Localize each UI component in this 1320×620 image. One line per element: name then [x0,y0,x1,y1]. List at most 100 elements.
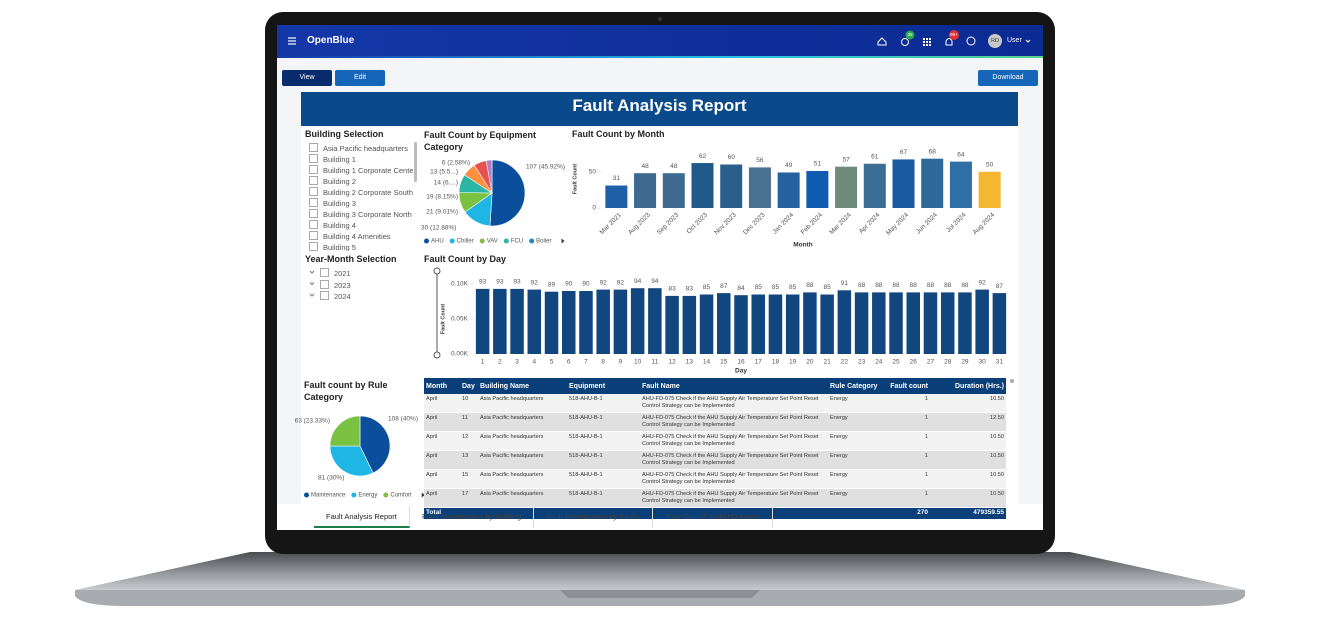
bar-value-label: 93 [479,279,487,286]
x-tick-label: 20 [806,359,814,366]
equipment-pie-title: Fault Count by Equipment Category [424,130,536,152]
table-cell: 1 [884,469,930,489]
scrollbar[interactable] [414,142,417,182]
building-option[interactable]: Building 2 [309,176,356,186]
x-tick-label: 30 [979,359,987,366]
download-button[interactable]: Download [978,70,1038,86]
building-option[interactable]: Building 4 [309,220,356,230]
x-tick-label: 16 [737,359,745,366]
avatar[interactable] [988,34,1002,48]
expand-caret[interactable] [309,282,315,286]
x-axis-label: Day [735,368,747,375]
year-option[interactable]: 2021 [320,268,351,278]
building-option[interactable]: Building 2 Corporate South [309,187,413,197]
bar [630,288,645,354]
bar-value-label: 51 [814,161,822,168]
month-chart-title: Fault Count by Month [572,129,665,139]
report-tab[interactable]: Fault Monetization by Faults [534,506,653,528]
table-cell: 518-AHU-B-1 [567,469,640,489]
table-cell: AHU-FD-075 Check if the AHU Supply Air T… [640,469,828,489]
bell-icon[interactable] [945,38,953,46]
bar-value-label: 90 [565,281,573,288]
menu-icon[interactable] [288,37,296,45]
building-option[interactable]: Building 1 Corporate Center [309,165,413,175]
view-button[interactable]: View [282,70,332,86]
bar-value-label: 88 [892,282,900,289]
building-option[interactable]: Building 5 [309,242,356,251]
report-tab[interactable]: Fault Analysis Report [314,506,410,528]
bar-value-label: 88 [927,282,935,289]
user-name[interactable]: User [1007,37,1022,44]
report-tab[interactable]: Total Count/Distinct/Duration [653,506,774,528]
year-option[interactable]: 2023 [320,280,351,290]
building-list: Asia Pacific headquarters Building 1 Build… [0,0,413,251]
x-tick-label: 31 [996,359,1004,366]
expand-caret[interactable] [309,270,315,274]
bar [854,292,869,354]
slider-handle[interactable] [433,267,441,275]
table-cell: Energy [828,412,884,432]
table-row: April 17 Asia Pacific headquarters 518-AHU-… [424,488,1006,508]
expand-caret[interactable] [309,293,315,297]
apps-icon[interactable] [923,38,931,46]
table-cell: 518-AHU-B-1 [567,394,640,413]
building-option[interactable]: Building 3 Corporate North [309,209,412,219]
legend-arrow[interactable] [561,238,565,244]
table-cell: 10.50 [930,394,1006,413]
legend-marker [304,492,309,498]
bar [978,171,1001,208]
edit-button[interactable]: Edit [335,70,385,86]
x-tick-label: 13 [686,359,694,366]
x-tick-label: 27 [927,359,935,366]
y-axis-label: Fault Count [440,304,446,335]
laptop-deck [75,552,1245,590]
x-tick-label: 1 [481,359,485,366]
x-tick-label: 6 [567,359,571,366]
bar [820,294,834,354]
y-tick-label: 50 [589,168,597,175]
table-cell: April [424,469,460,489]
year-option[interactable]: 2024 [320,291,351,301]
legend-label: Energy [358,493,377,499]
year-month-title: Year-Month Selection [305,254,397,264]
table-cell: Asia Pacific headquarters [478,431,567,451]
x-tick-label: 15 [720,359,728,366]
slice-label: 30 (12.88%) [421,225,456,232]
building-option[interactable]: Building 4 Amenities [309,231,391,241]
building-option[interactable]: Building 3 [309,198,356,208]
report-tab[interactable]: Fault Monetization by building [410,506,535,528]
building-option[interactable]: Building 1 [309,154,356,164]
bar-value-label: 85 [703,284,711,291]
bar [662,173,685,208]
home-icon[interactable] [877,37,887,46]
slice-label: 81 (30%) [318,475,344,482]
slider-handle[interactable] [433,351,441,359]
bar-value-label: 91 [841,280,849,287]
help-icon[interactable] [966,36,976,46]
table-cell: AHU-FD-075 Check if the AHU Supply Air T… [640,394,828,413]
bar [527,289,542,354]
bar [785,294,800,354]
legend-arrow[interactable] [421,492,425,498]
table-cell: 518-AHU-B-1 [567,431,640,451]
alerts-icon[interactable] [901,38,909,46]
bar [889,292,903,354]
pie-slice [359,415,391,474]
table-cell: 518-AHU-B-1 [567,412,640,432]
x-tick-label: 5 [550,359,554,366]
bar [837,290,852,354]
table-cell [478,507,567,520]
bar-value-label: 85 [824,284,832,291]
legend-label: AHU [431,239,444,245]
user-caret[interactable] [1025,39,1031,43]
slice-label: 63 (23.33%) [295,418,330,425]
bar [975,289,989,354]
table-cell: Asia Pacific headquarters [478,469,567,489]
building-option[interactable]: Asia Pacific headquarters [309,143,408,153]
slice-label: 107 (45.92%) [526,164,565,171]
pie-slice [329,415,361,447]
table-cell: 518-AHU-B-1 [567,450,640,470]
bar-value-label: 93 [496,279,504,286]
bar [892,159,915,208]
